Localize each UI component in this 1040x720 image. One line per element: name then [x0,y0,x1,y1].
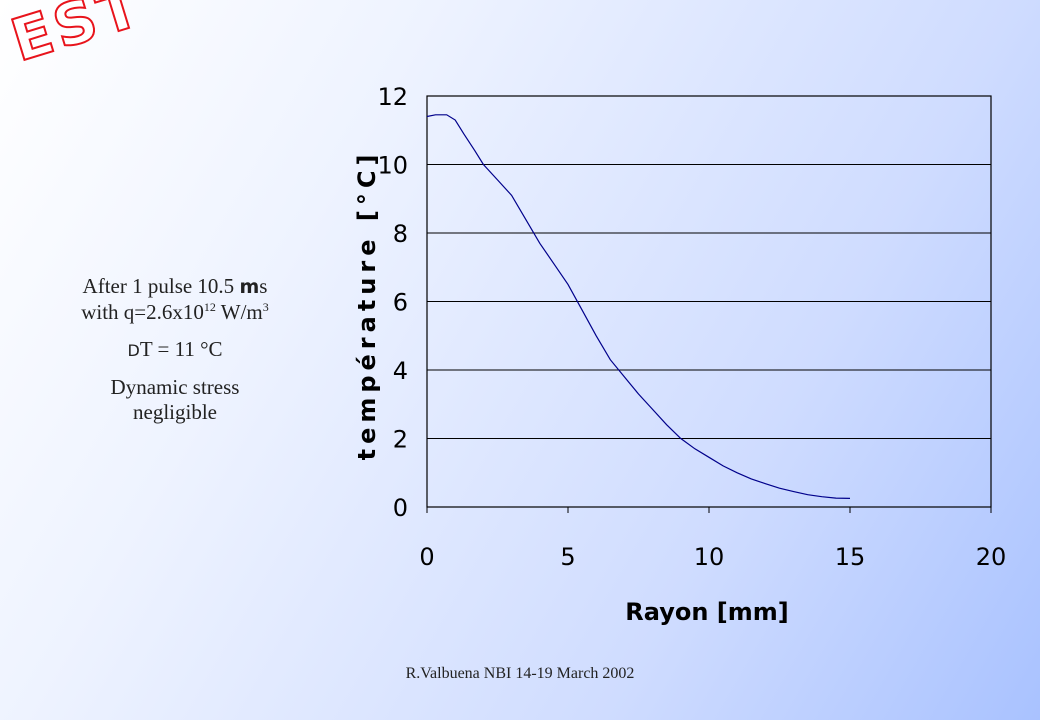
stress-line-1: Dynamic stress [110,375,240,399]
x-axis-label: Rayon [mm] [625,598,788,626]
mu-symbol: m [239,276,260,298]
y-tick-8: 8 [393,220,408,248]
x-tick-15: 15 [835,543,866,571]
temperature-curve [426,114,851,499]
q-unit: W/m [215,300,263,324]
y-tick-10: 10 [377,152,408,180]
x-tick-10: 10 [694,543,725,571]
stress-note: Dynamic stress negligible [40,375,310,425]
x-tick-0: 0 [419,543,434,571]
pulse-info: After 1 pulse 10.5 ms with q=2.6x1012 W/… [40,274,310,325]
stress-line-2: negligible [133,400,217,424]
x-tick-5: 5 [560,543,575,571]
y-tick-0: 0 [393,494,408,522]
y-axis-label: température [°C] [353,150,381,461]
x-tick-20: 20 [976,543,1007,571]
grid-lines [427,95,991,508]
delta-t-line: DT = 11 °C [40,337,310,363]
q-text: with q=2.6x10 [81,300,204,324]
y-tick-labels: 0 2 4 6 8 10 12 [377,83,408,522]
notes-panel: After 1 pulse 10.5 ms with q=2.6x1012 W/… [40,274,310,437]
footer-credit: R.Valbuena NBI 14-19 March 2002 [405,665,635,682]
pulse-text: After 1 pulse 10.5 [82,274,240,298]
y-tick-6: 6 [393,289,408,317]
pulse-unit: s [259,274,268,298]
q-unit-exponent: 3 [262,300,269,314]
y-tick-12: 12 [377,83,408,111]
delta-t-text: T = 11 °C [139,337,223,361]
y-tick-4: 4 [393,357,408,385]
q-exponent: 12 [203,300,216,314]
delta-symbol: D [127,341,140,360]
x-tick-labels: 0 5 10 15 20 [419,507,1006,571]
y-tick-2: 2 [393,426,408,454]
